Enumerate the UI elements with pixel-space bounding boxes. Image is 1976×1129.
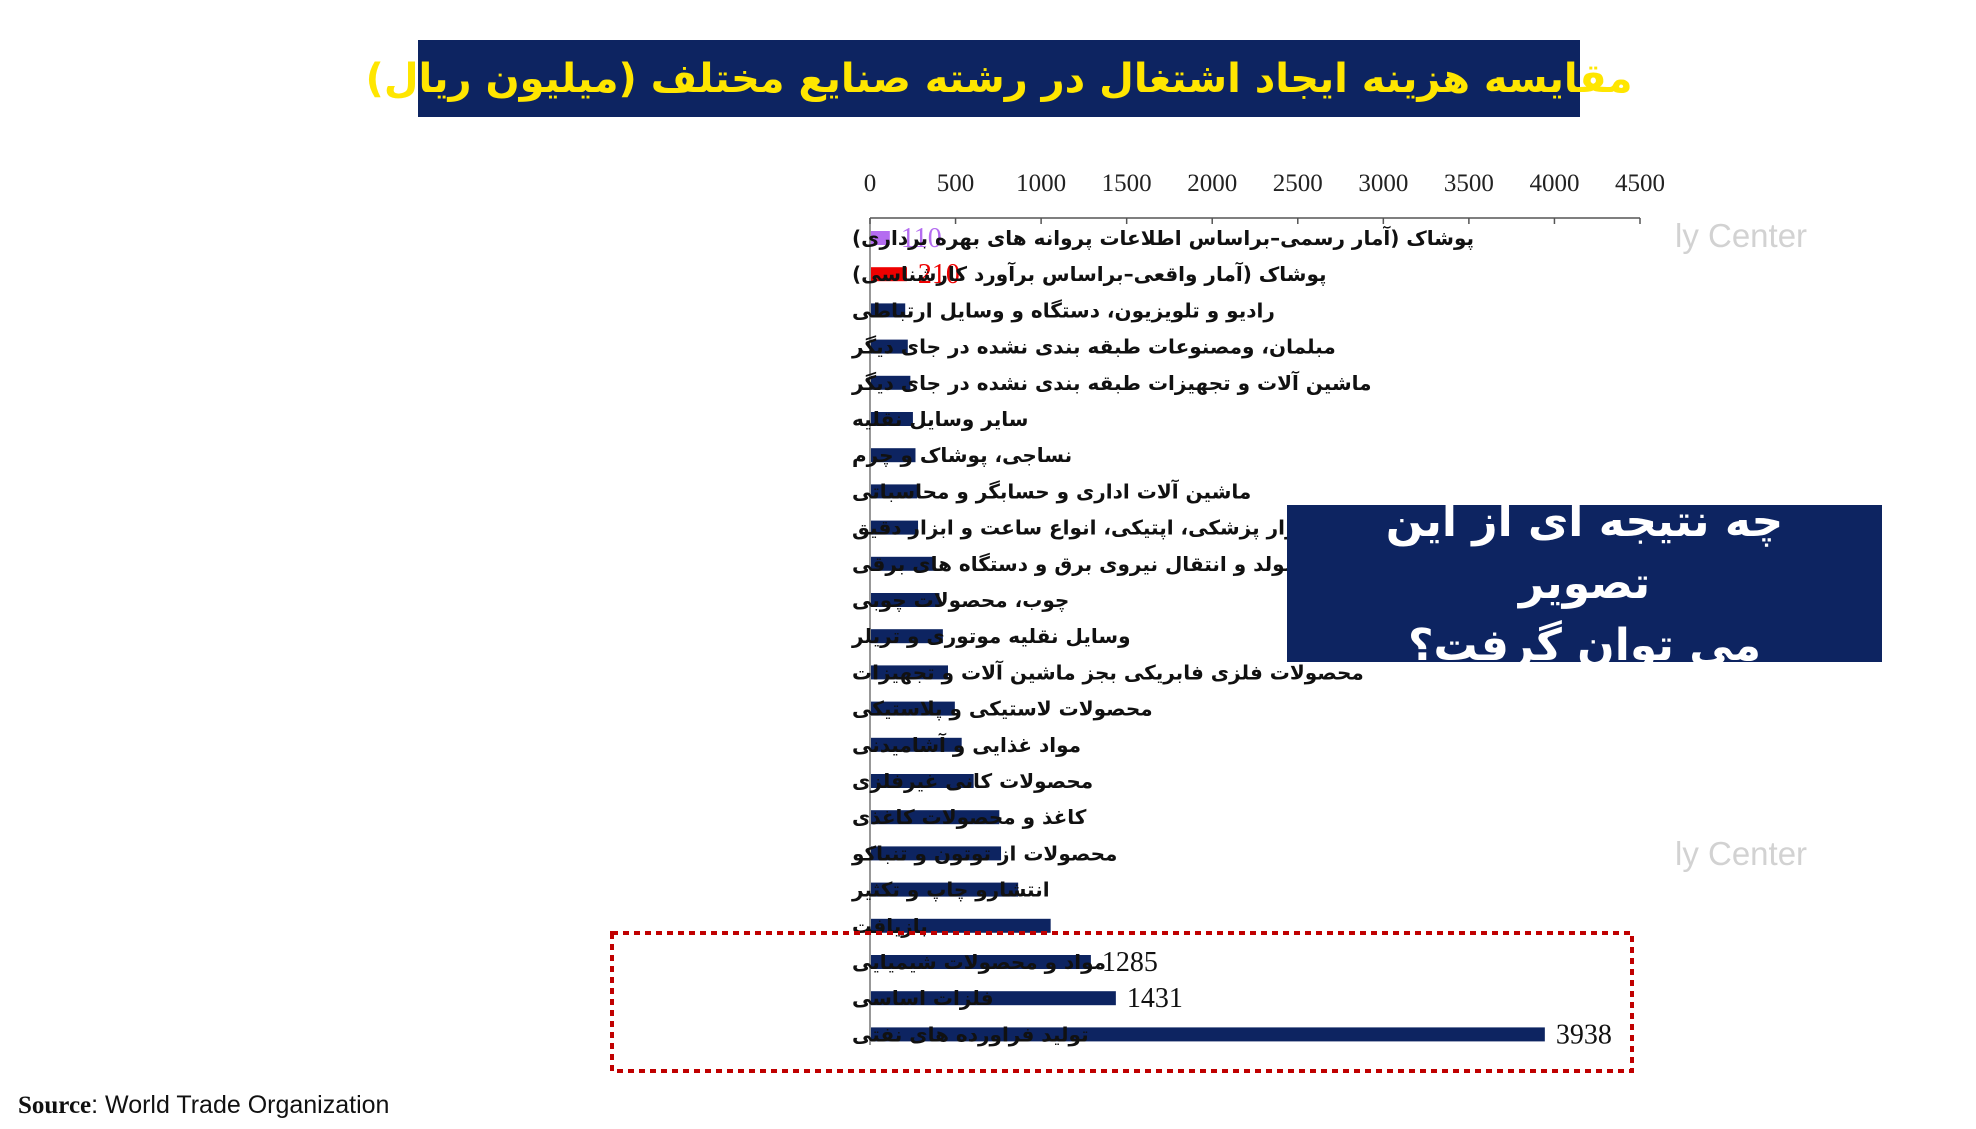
category-label: پوشاک (آمار واقعی–براساس برآورد کارشناسی… [852, 261, 1327, 287]
highlight-box [610, 931, 1634, 1073]
bar [871, 882, 1019, 897]
bars-group: 110 210 1285 1431 3938 [871, 223, 1612, 1050]
data-label: 3938 [1556, 1019, 1612, 1050]
bar [871, 701, 955, 716]
question-text: چه نتیجه ای از این تصویر می توان گرفت؟ [1315, 491, 1855, 677]
category-label: کاغذ و محصولات کاغذی [852, 805, 1087, 829]
category-label: محصولات لاستیکی و پلاستیکی [852, 697, 1153, 722]
bar [871, 1027, 1545, 1042]
bar [871, 955, 1091, 969]
bar [871, 448, 916, 463]
bar [871, 484, 918, 499]
category-label: پوشاک (آمار رسمی–براساس اطلاعات پروانه ه… [852, 225, 1474, 251]
bar [871, 556, 935, 571]
bar [871, 375, 911, 390]
data-label: 1285 [1102, 947, 1158, 978]
x-axis: 0 500 1000 1500 2000 2500 3000 3500 4000 4500 [864, 170, 1665, 1045]
data-label: 210 [918, 259, 960, 290]
x-tick-label: 2500 [1273, 170, 1323, 197]
question-line-2: می توان گرفت؟ [1407, 619, 1761, 671]
question-banner: چه نتیجه ای از این تصویر می توان گرفت؟ [1287, 496, 1882, 671]
source-note: Source: World Trade Organization [18, 1091, 389, 1120]
data-label: 1431 [1127, 983, 1183, 1014]
bar [871, 991, 1116, 1006]
category-label: مواد غذایی و آشامیدنی [852, 732, 1081, 757]
bar [871, 737, 962, 752]
bar [871, 520, 919, 535]
category-label: وسایل نقلیه موتوری و تریلر [851, 624, 1131, 648]
bar [871, 846, 1002, 861]
category-label: رادیو و تلویزیون، دستگاه و وسایل ارتباطی [852, 298, 1275, 322]
category-label: نساجی، پوشاک و چرم [852, 443, 1072, 468]
bar [871, 629, 943, 644]
category-labels: پوشاک (آمار رسمی–براساس اطلاعات پروانه ه… [851, 225, 1474, 1046]
category-label: تولید فراورده های نفتی [852, 1022, 1089, 1046]
x-tick-label: 3000 [1358, 170, 1408, 197]
question-line-1: چه نتیجه ای از این تصویر [1385, 495, 1784, 609]
source-label: Source [18, 1092, 92, 1119]
category-label: چوب، محصولات چوبی [852, 588, 1069, 613]
data-label: 110 [901, 223, 942, 254]
category-label: محصولات از توتون و تنباکو [851, 841, 1117, 865]
category-label: مواد و محصولات شیمیایی [852, 950, 1106, 974]
bar [871, 774, 974, 788]
category-label: سایر وسایل نقلیه [852, 407, 1028, 431]
bar [871, 412, 913, 426]
bar [871, 231, 890, 245]
category-label: مبلمان، ومصنوعات طبقه بندی نشده در جای د… [851, 335, 1336, 359]
category-label: ماشین آلات و تجهیزات طبقه بندی نشده در ج… [851, 370, 1372, 395]
bar [871, 303, 906, 318]
bar [871, 665, 948, 680]
x-tick-label: 2000 [1187, 170, 1237, 197]
bar [871, 339, 908, 354]
x-tick-label: 4500 [1615, 170, 1665, 197]
bar [871, 810, 1000, 825]
category-label: محصولات فلزی فابریکی بجز ماشین آلات و تج… [852, 659, 1364, 684]
chart-title-banner: مقایسه هزینه ایجاد اشتغال در رشته صنایع … [366, 40, 1632, 117]
x-tick-label: 1000 [1016, 170, 1066, 197]
category-label: محصولات کانی غیرفلزی [852, 769, 1093, 793]
x-tick-label: 1500 [1102, 170, 1152, 197]
x-tick-label: 3500 [1444, 170, 1494, 197]
category-label: انتشارو چاپ و تکثیر [851, 878, 1050, 903]
category-label: ماشین آلات اداری و حسابگر و محاسباتی [852, 478, 1251, 503]
x-tick-label: 4000 [1529, 170, 1579, 197]
chart-title: مقایسه هزینه ایجاد اشتغال در رشته صنایع … [365, 55, 1633, 102]
watermark-top: ly Center [1675, 217, 1808, 254]
category-label: فلزات اساسی [852, 986, 994, 1010]
source-text: : World Trade Organization [91, 1091, 390, 1119]
x-tick-label: 0 [864, 170, 877, 197]
bar [871, 593, 940, 607]
bar [871, 918, 1051, 933]
bar [871, 267, 907, 282]
x-tick-label: 500 [937, 170, 975, 197]
watermark-bottom: ly Center [1675, 835, 1808, 872]
category-label: ابزار پزشکی، اپتیکی، انواع ساعت و ابزار … [852, 516, 1312, 541]
